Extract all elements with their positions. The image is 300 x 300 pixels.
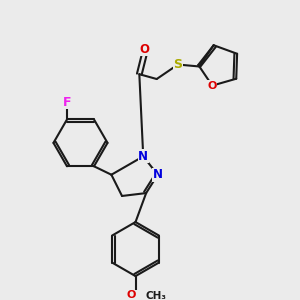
Text: O: O	[139, 43, 149, 56]
Text: CH₃: CH₃	[145, 291, 166, 300]
Text: O: O	[127, 290, 136, 300]
Text: N: N	[153, 168, 163, 181]
Text: S: S	[173, 58, 182, 71]
Text: N: N	[138, 150, 148, 163]
Text: F: F	[63, 96, 71, 109]
Text: O: O	[208, 81, 217, 91]
